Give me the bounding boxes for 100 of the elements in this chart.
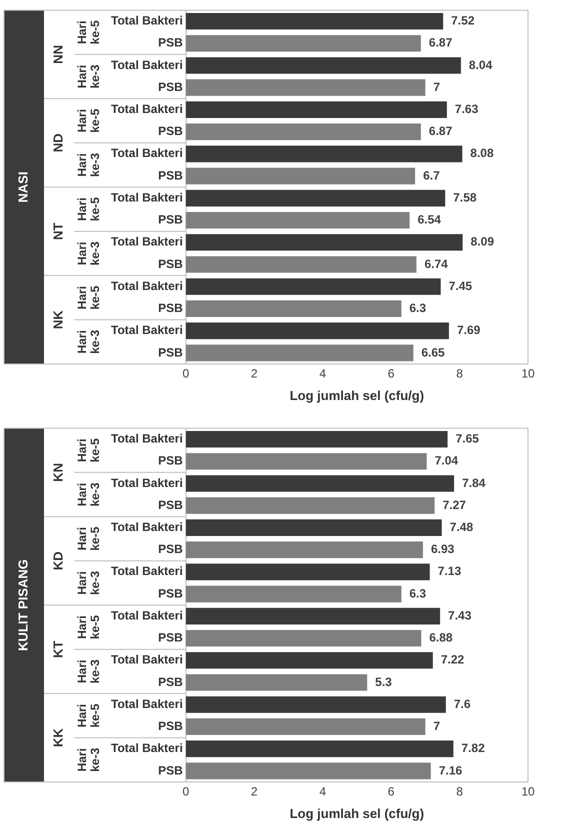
- data-label: 8.04: [468, 58, 493, 72]
- data-label: 7.84: [462, 476, 486, 490]
- y-axis-title: NASI: [16, 172, 31, 203]
- x-tick-label: 2: [250, 366, 258, 381]
- y-tick-label: Total Bakteri: [111, 476, 183, 490]
- data-label: 6.7: [423, 168, 440, 182]
- text: Hari ke-3: [74, 659, 102, 684]
- data-label: 7.52: [451, 14, 475, 28]
- data-label: 6.65: [421, 345, 446, 360]
- text: Hari ke-5: [74, 614, 102, 640]
- data-label: 6.3: [409, 586, 426, 600]
- text: Hari ke-5: [74, 196, 102, 222]
- bar: [186, 190, 446, 206]
- bar: [186, 674, 368, 691]
- bar: [186, 652, 433, 669]
- data-label: 7.58: [453, 190, 477, 204]
- y-tick-label: PSB: [158, 674, 184, 689]
- x-tick-label: 4: [319, 784, 326, 799]
- bar: [186, 740, 454, 758]
- data-label: 7.82: [461, 741, 486, 756]
- text: Hari ke-5: [74, 526, 102, 551]
- data-label: 7.22: [440, 652, 465, 667]
- text: Hari ke-3: [74, 64, 102, 89]
- data-label: 7.16: [438, 763, 462, 778]
- y-tick-label: PSB: [158, 168, 184, 182]
- y-tick-label: PSB: [158, 256, 184, 271]
- bar: [186, 630, 422, 647]
- y-tick-label: Total Bakteri: [111, 14, 183, 28]
- text: Hari ke-5: [74, 20, 102, 44]
- bar: [186, 57, 461, 74]
- bar: [186, 475, 454, 492]
- bar: [186, 430, 448, 448]
- data-label: 6.87: [428, 124, 453, 138]
- data-label: 6.88: [429, 630, 453, 645]
- text: Hari ke-3: [74, 570, 102, 596]
- bar: [186, 124, 421, 140]
- y-tick-label: PSB: [158, 542, 184, 556]
- y-tick-label: PSB: [158, 586, 184, 600]
- text: NT: [50, 222, 66, 240]
- bar: [186, 168, 416, 184]
- data-label: 7.04: [434, 454, 458, 468]
- data-label: 7.69: [456, 323, 481, 338]
- y-tick-label: Total Bakteri: [111, 432, 183, 446]
- text: Hari ke-3: [74, 241, 102, 266]
- y-tick-label: PSB: [158, 498, 184, 512]
- text: KN: [50, 463, 66, 482]
- data-label: 5.3: [375, 674, 392, 689]
- x-axis-title: Log jumlah sel (cfu/g): [290, 806, 424, 821]
- y-tick-label: Total Bakteri: [111, 190, 183, 204]
- y-tick-label: Total Bakteri: [111, 278, 183, 293]
- data-label: 7: [433, 719, 440, 734]
- text: Hari ke-5: [74, 438, 102, 462]
- bar: [186, 256, 416, 273]
- y-tick-label: Total Bakteri: [111, 652, 183, 667]
- y-tick-label: Total Bakteri: [111, 102, 183, 116]
- data-label: 6.87: [428, 36, 453, 50]
- data-label: 7.43: [448, 608, 472, 622]
- data-label: 7.13: [438, 564, 462, 578]
- y-tick-label: PSB: [158, 36, 184, 50]
- y-tick-label: Total Bakteri: [111, 58, 183, 72]
- data-label: 7.48: [450, 520, 474, 534]
- text: NK: [50, 310, 66, 330]
- bar: [186, 101, 447, 118]
- data-label: 7.45: [448, 278, 472, 293]
- x-tick-label: 8: [456, 784, 464, 799]
- bar: [186, 762, 431, 780]
- text: KD: [50, 551, 66, 570]
- y-tick-label: Total Bakteri: [111, 520, 183, 534]
- y-tick-label: Total Bakteri: [111, 696, 183, 711]
- data-label: 7.65: [456, 432, 480, 446]
- text: NN: [50, 45, 66, 64]
- bar: [186, 519, 442, 536]
- bar: [186, 586, 402, 602]
- x-axis-title: Log jumlah sel (cfu/g): [290, 388, 424, 403]
- text: Hari ke-3: [74, 330, 102, 354]
- x-tick-label: 10: [521, 366, 535, 381]
- bar: [186, 278, 441, 295]
- bar: [186, 718, 426, 736]
- text: Hari ke-5: [74, 703, 102, 728]
- x-tick-label: 0: [182, 784, 190, 799]
- text: Hari ke-5: [74, 285, 102, 310]
- x-tick-label: 4: [319, 366, 326, 381]
- x-tick-label: 6: [388, 366, 395, 381]
- x-tick-label: 2: [250, 784, 258, 799]
- text: Hari ke-3: [74, 748, 102, 772]
- bar: [186, 608, 440, 624]
- x-tick-label: 8: [456, 366, 464, 381]
- data-label: 7: [433, 80, 440, 94]
- text: KK: [50, 728, 66, 748]
- y-tick-label: Total Bakteri: [111, 608, 183, 622]
- bar: [186, 35, 421, 52]
- bar: [186, 234, 463, 251]
- y-tick-label: PSB: [158, 630, 184, 645]
- y-tick-label: PSB: [158, 124, 184, 138]
- data-label: 7.6: [454, 696, 471, 711]
- bar: [186, 696, 446, 713]
- bar: [186, 453, 427, 470]
- y-tick-label: PSB: [158, 454, 184, 468]
- text: KT: [50, 640, 66, 658]
- y-axis-title: KULIT PISANG: [16, 559, 31, 651]
